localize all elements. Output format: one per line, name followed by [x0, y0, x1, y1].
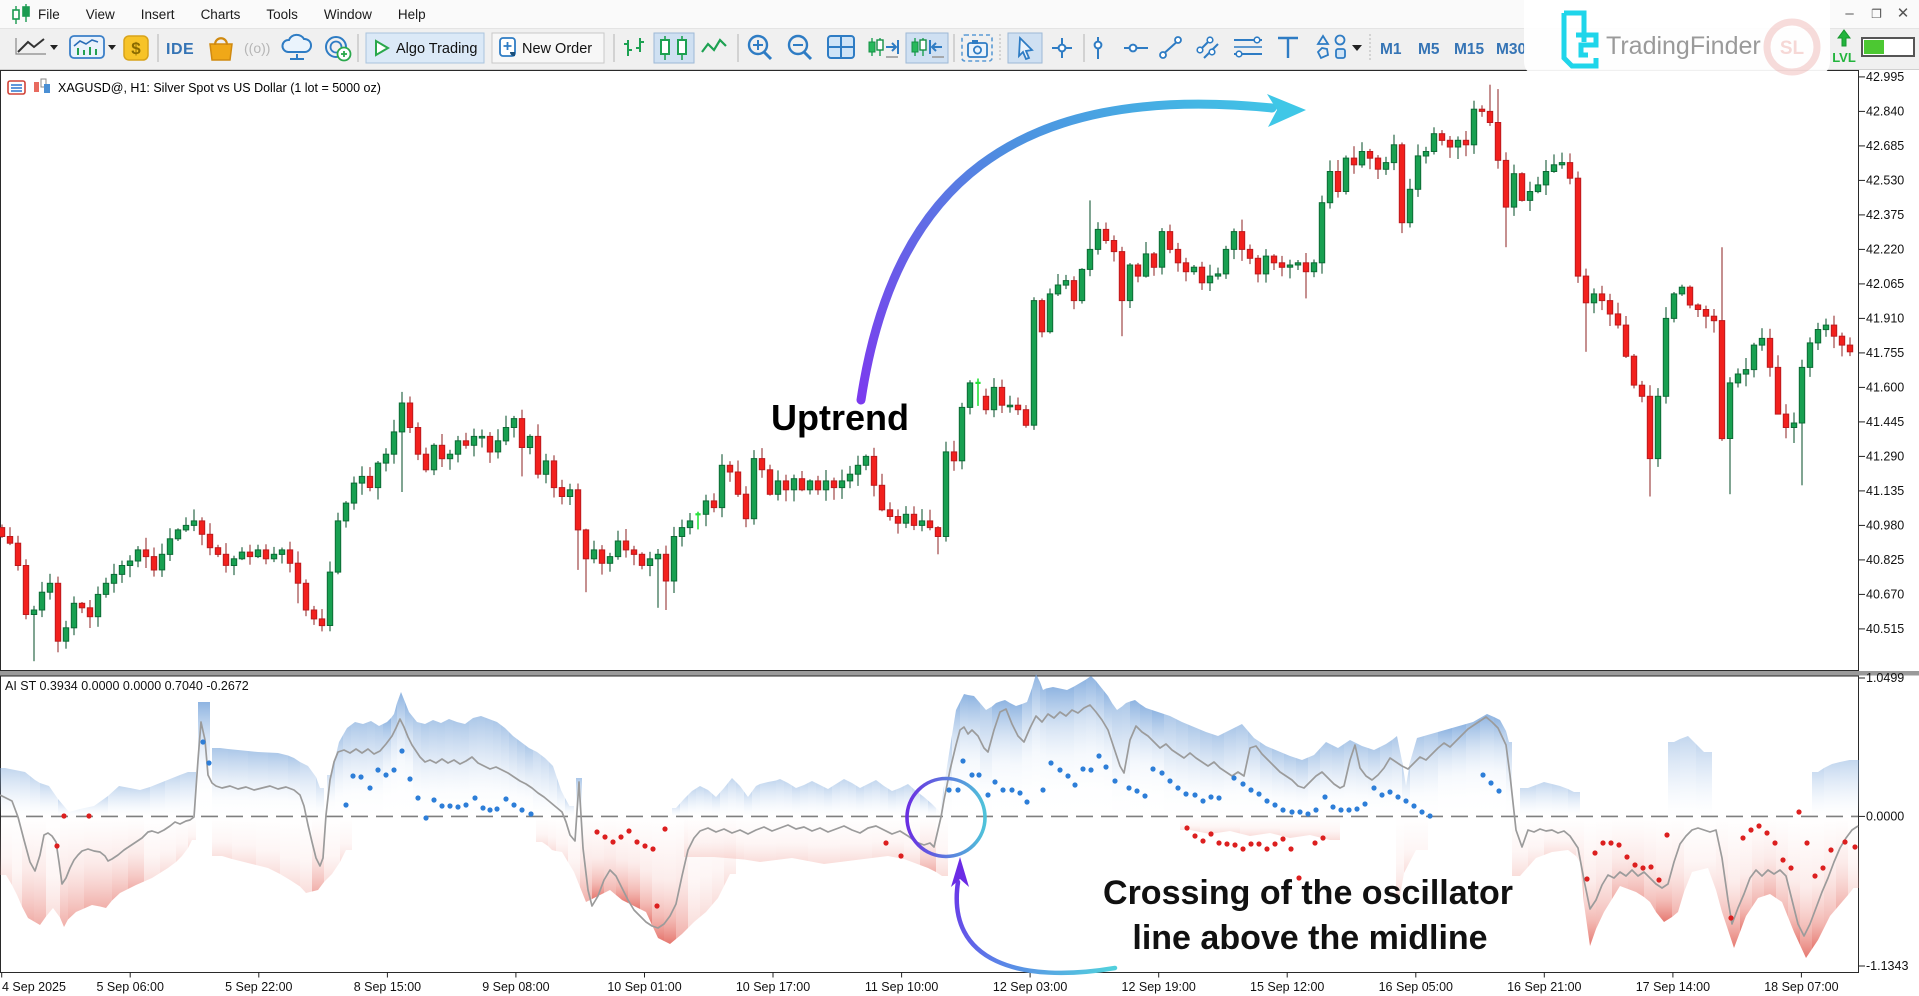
svg-text:16 Sep 05:00: 16 Sep 05:00	[1379, 980, 1453, 994]
svg-text:line above the midline: line above the midline	[1132, 919, 1487, 957]
svg-text:New Order: New Order	[522, 41, 592, 57]
svg-text:40.980: 40.980	[1866, 518, 1904, 532]
svg-text:((o)): ((o))	[244, 40, 270, 56]
svg-text:5 Sep 06:00: 5 Sep 06:00	[96, 980, 163, 994]
svg-text:12 Sep 19:00: 12 Sep 19:00	[1122, 980, 1196, 994]
svg-text:41.910: 41.910	[1866, 311, 1904, 325]
svg-text:Crossing of the oscillator: Crossing of the oscillator	[1103, 874, 1513, 912]
svg-text:AI ST 0.3934 0.0000 0.0000 0.7: AI ST 0.3934 0.0000 0.0000 0.7040 -0.267…	[5, 679, 249, 693]
svg-text:4 Sep 2025: 4 Sep 2025	[2, 980, 66, 994]
svg-text:M5: M5	[1418, 41, 1440, 58]
svg-text:Uptrend: Uptrend	[771, 397, 909, 438]
svg-text:1.0499: 1.0499	[1866, 671, 1904, 685]
svg-text:18 Sep 07:00: 18 Sep 07:00	[1764, 980, 1838, 994]
svg-text:42.065: 42.065	[1866, 277, 1904, 291]
svg-text:9 Sep 08:00: 9 Sep 08:00	[482, 980, 549, 994]
svg-text:42.220: 42.220	[1866, 242, 1904, 256]
svg-text:17 Sep 14:00: 17 Sep 14:00	[1636, 980, 1710, 994]
svg-text:42.840: 42.840	[1866, 104, 1904, 118]
svg-text:IDE: IDE	[166, 41, 194, 58]
svg-text:8 Sep 15:00: 8 Sep 15:00	[354, 980, 421, 994]
svg-text:40.825: 40.825	[1866, 553, 1904, 567]
svg-text:11 Sep 10:00: 11 Sep 10:00	[865, 980, 938, 994]
svg-text:0.0000: 0.0000	[1866, 809, 1904, 823]
svg-text:41.135: 41.135	[1866, 484, 1904, 498]
svg-text:-1.1343: -1.1343	[1866, 959, 1908, 973]
svg-text:10 Sep 01:00: 10 Sep 01:00	[607, 980, 681, 994]
svg-text:12 Sep 03:00: 12 Sep 03:00	[993, 980, 1067, 994]
svg-text:42.995: 42.995	[1866, 70, 1904, 84]
svg-text:41.445: 41.445	[1866, 415, 1904, 429]
svg-text:Algo Trading: Algo Trading	[396, 41, 477, 57]
svg-text:15 Sep 12:00: 15 Sep 12:00	[1250, 980, 1324, 994]
svg-text:41.290: 41.290	[1866, 449, 1904, 463]
svg-text:10 Sep 17:00: 10 Sep 17:00	[736, 980, 810, 994]
svg-text:40.670: 40.670	[1866, 587, 1904, 601]
svg-text:42.530: 42.530	[1866, 173, 1904, 187]
svg-text:TradingFinder: TradingFinder	[1606, 32, 1761, 60]
svg-text:LVL: LVL	[1832, 50, 1856, 65]
svg-text:41.755: 41.755	[1866, 346, 1904, 360]
svg-text:42.375: 42.375	[1866, 208, 1904, 222]
svg-text:41.600: 41.600	[1866, 380, 1904, 394]
svg-text:16 Sep 21:00: 16 Sep 21:00	[1507, 980, 1581, 994]
svg-text:XAGUSD@, H1: Silver Spot vs U: XAGUSD@, H1: Silver Spot vs US Dollar (1…	[58, 81, 381, 95]
svg-text:$: $	[131, 39, 141, 58]
svg-text:40.515: 40.515	[1866, 622, 1904, 636]
svg-text:SL: SL	[1780, 38, 1805, 59]
svg-text:M30: M30	[1496, 41, 1526, 58]
svg-text:5 Sep 22:00: 5 Sep 22:00	[225, 980, 292, 994]
svg-text:42.685: 42.685	[1866, 139, 1904, 153]
svg-text:M1: M1	[1380, 41, 1402, 58]
svg-text:M15: M15	[1454, 41, 1485, 58]
